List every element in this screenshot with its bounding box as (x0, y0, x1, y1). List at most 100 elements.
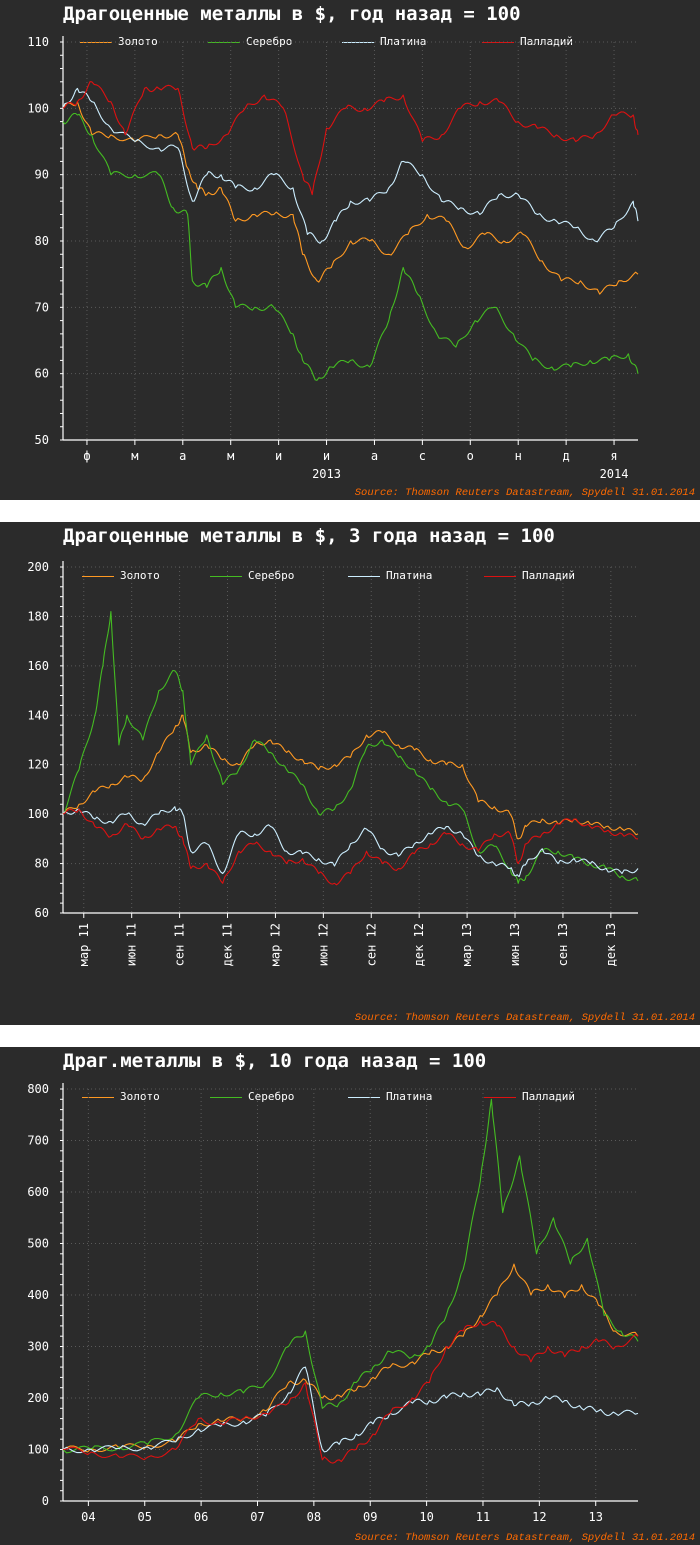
x-tick-label: дек 11 (221, 923, 235, 966)
y-tick-label: 100 (27, 101, 49, 115)
y-tick-label: 80 (35, 857, 49, 871)
legend-item-silver: Серебро (210, 569, 294, 582)
legend-label: Палладий (522, 569, 575, 582)
y-tick-label: 100 (27, 1443, 49, 1457)
source-note: Source: Thomson Reuters Datastream, Spyd… (354, 487, 695, 499)
legend-label: Палладий (520, 35, 573, 48)
x-tick-label: 07 (250, 1510, 264, 1524)
x-year-label: 2013 (312, 467, 341, 481)
y-tick-label: 120 (27, 758, 49, 772)
legend-label: Платина (386, 569, 433, 582)
x-tick-label: июн 13 (508, 923, 522, 966)
source-note: Source: Thomson Reuters Datastream, Spyd… (354, 1532, 695, 1544)
series-line-silver (62, 610, 639, 884)
x-tick-label: 05 (138, 1510, 152, 1524)
x-tick-label: м (131, 449, 138, 463)
y-tick-label: 140 (27, 708, 49, 722)
x-tick-label: и (323, 449, 330, 463)
legend-label: Серебро (248, 569, 295, 582)
chart-panel-10y: Драг.металлы в $, 10 года назад = 100 Зо… (0, 1047, 700, 1545)
legend-item-gold: Золото (82, 569, 160, 582)
y-tick-label: 100 (27, 807, 49, 821)
x-tick-label: я (610, 449, 617, 463)
legend-label: Золото (120, 569, 160, 582)
x-tick-label: а (179, 449, 186, 463)
x-tick-label: м (227, 449, 234, 463)
x-tick-label: 10 (419, 1510, 433, 1524)
x-tick-label: мар 12 (268, 923, 282, 966)
x-tick-label: 06 (194, 1510, 208, 1524)
series-line-gold (62, 1263, 639, 1453)
x-tick-label: 11 (476, 1510, 490, 1524)
x-tick-label: 12 (532, 1510, 546, 1524)
y-tick-label: 200 (27, 1391, 49, 1405)
y-tick-label: 400 (27, 1288, 49, 1302)
y-tick-label: 50 (35, 433, 49, 447)
y-tick-label: 60 (35, 367, 49, 381)
y-tick-label: 70 (35, 300, 49, 314)
legend-item-platinum: Платина (348, 569, 432, 582)
legend-label: Палладий (522, 1090, 575, 1103)
chart-plot: 0 100 200 300 400 500 600 700 800 04 05 06 07 08 09 10 1… (27, 1082, 639, 1524)
legend-label: Серебро (246, 35, 293, 48)
y-tick-label: 200 (27, 560, 49, 574)
y-tick-label: 700 (27, 1134, 49, 1148)
legend-item-silver: Серебро (210, 1090, 294, 1103)
chart-plot: 60 80 100 120 140 160 180 200 мар 11 июн 11 сен 11… (27, 560, 639, 966)
x-tick-label: июн 12 (316, 923, 330, 966)
legend-item-palladium: Палладий (484, 569, 575, 582)
x-tick-label: н (515, 449, 522, 463)
y-tick-label: 600 (27, 1185, 49, 1199)
y-tick-label: 80 (35, 234, 49, 248)
legend-item-gold: Золото (82, 1090, 160, 1103)
chart-title: Драгоценные металлы в $, 3 года назад = … (63, 525, 555, 547)
chart-title: Драгоценные металлы в $, год назад = 100 (63, 3, 521, 25)
legend-label: Золото (118, 35, 158, 48)
x-tick-label: 13 (588, 1510, 602, 1524)
y-tick-label: 500 (27, 1237, 49, 1251)
x-tick-label: сен 11 (173, 923, 187, 966)
legend-label: Серебро (248, 1090, 295, 1103)
series-line-palladium (62, 81, 639, 196)
legend-item-platinum: Платина (348, 1090, 432, 1103)
series-line-silver (62, 1098, 639, 1454)
series-line-gold (62, 101, 639, 295)
x-tick-label: дек 13 (604, 923, 618, 966)
y-tick-label: 160 (27, 659, 49, 673)
source-note: Source: Thomson Reuters Datastream, Spyd… (354, 1012, 695, 1024)
y-tick-label: 800 (27, 1082, 49, 1096)
x-tick-label: и (275, 449, 282, 463)
x-year-label: 2014 (600, 467, 629, 481)
x-tick-label: мар 11 (77, 923, 91, 966)
y-tick-label: 300 (27, 1340, 49, 1354)
y-tick-label: 60 (35, 906, 49, 920)
x-tick-label: дек 12 (412, 923, 426, 966)
x-tick-label: 09 (363, 1510, 377, 1524)
chart-plot: 50 60 70 80 90 100 110 ф м а м и и а с о н д я 2013 2014 (27, 35, 639, 481)
series-line-palladium (62, 808, 639, 886)
x-tick-label: мар 13 (460, 923, 474, 966)
series-line-platinum (62, 806, 639, 878)
x-tick-label: сен 12 (364, 923, 378, 966)
series-line-platinum (62, 87, 639, 244)
y-tick-label: 0 (42, 1494, 49, 1508)
x-tick-label: а (371, 449, 378, 463)
legend-item-palladium: Палладий (482, 35, 573, 48)
x-tick-label: ф (83, 449, 90, 463)
legend-label: Платина (386, 1090, 433, 1103)
series-line-palladium (62, 1320, 639, 1464)
chart-title: Драг.металлы в $, 10 года назад = 100 (63, 1050, 487, 1072)
x-tick-label: о (467, 449, 474, 463)
x-tick-label: д (563, 449, 570, 463)
legend-item-palladium: Палладий (484, 1090, 575, 1103)
series-line-platinum (62, 1366, 639, 1454)
x-tick-label: с (419, 449, 426, 463)
series-line-gold (62, 714, 639, 840)
y-tick-label: 90 (35, 168, 49, 182)
y-tick-label: 110 (27, 35, 49, 49)
chart-panel-3y: Драгоценные металлы в $, 3 года назад = … (0, 522, 700, 1025)
series-line-silver (62, 112, 639, 381)
x-tick-label: 04 (81, 1510, 95, 1524)
legend-label: Золото (120, 1090, 160, 1103)
y-tick-label: 180 (27, 609, 49, 623)
